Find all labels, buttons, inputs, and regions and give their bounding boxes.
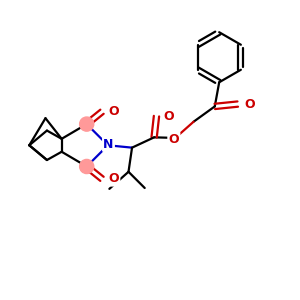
Text: N: N [103,138,114,151]
Circle shape [80,159,94,174]
Text: O: O [244,98,255,111]
Text: O: O [109,105,119,118]
Text: O: O [109,172,119,185]
Text: O: O [169,133,179,146]
Text: O: O [163,110,174,123]
Circle shape [80,117,94,131]
